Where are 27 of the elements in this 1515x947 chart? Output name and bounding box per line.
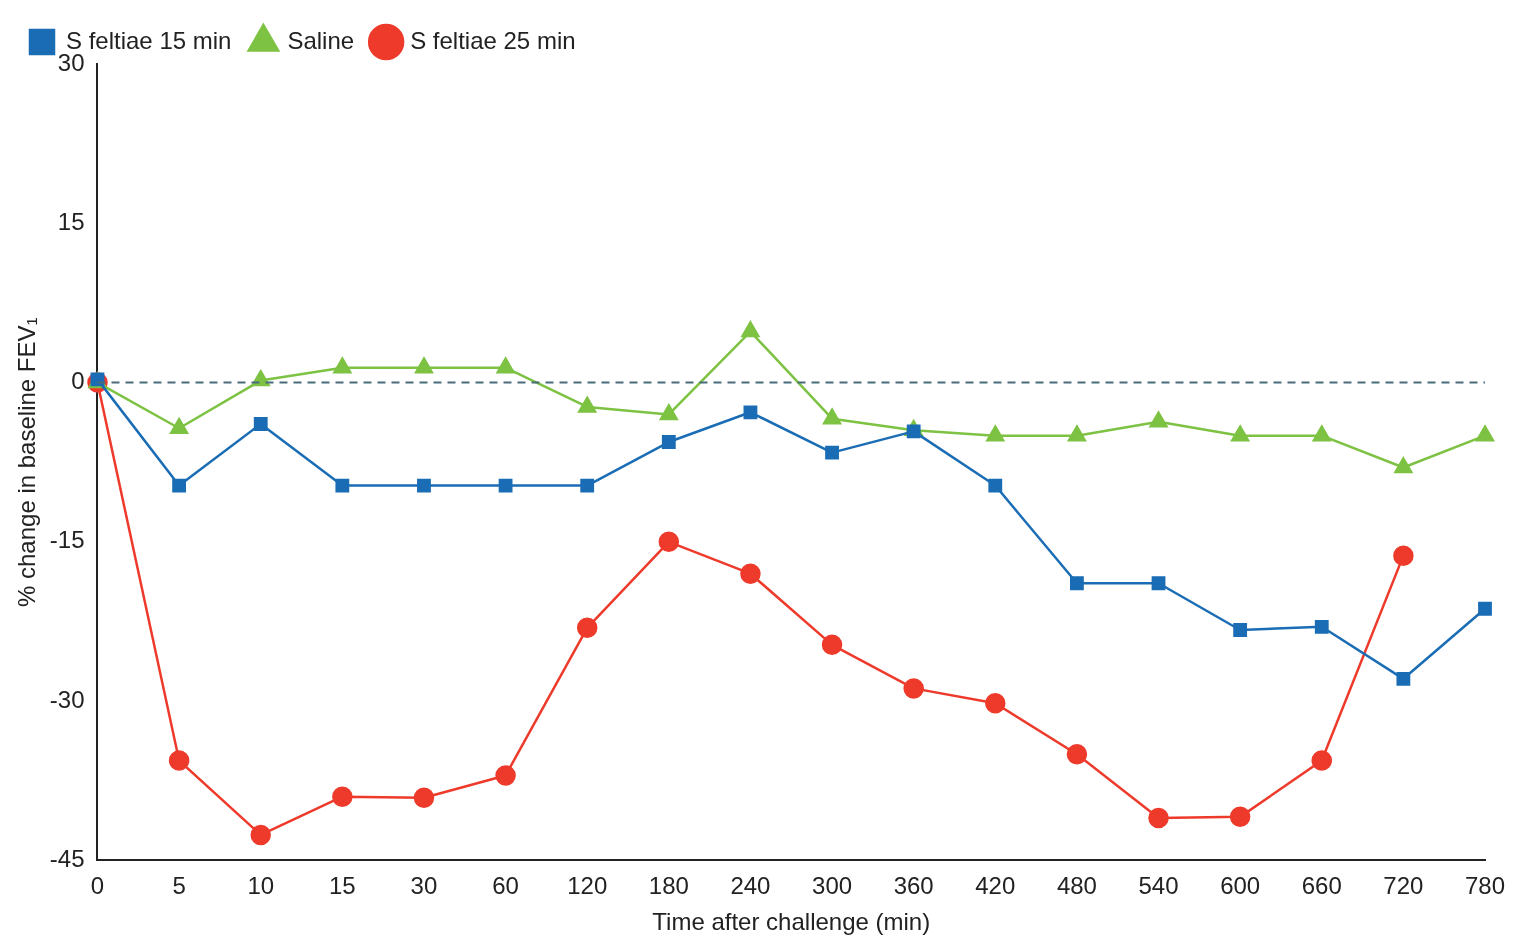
y-tick-label: -15 — [49, 526, 85, 554]
x-tick-label: 540 — [1138, 872, 1179, 900]
x-tick-label: 660 — [1301, 872, 1342, 900]
y-tick-label: 15 — [57, 207, 85, 235]
y-tick-label: -30 — [49, 685, 85, 713]
x-tick-label: 30 — [410, 872, 438, 900]
y-tick-label: -45 — [49, 845, 85, 873]
x-tick-label: 120 — [567, 872, 608, 900]
x-tick-label: 180 — [648, 872, 689, 900]
x-tick-label: 5 — [172, 872, 186, 900]
x-tick-label: 780 — [1464, 872, 1506, 900]
x-tick-label: 360 — [893, 872, 934, 900]
x-tick-label: 10 — [247, 872, 275, 900]
legend-label: S feltiae 25 min — [410, 26, 576, 54]
x-tick-label: 480 — [1056, 872, 1097, 900]
x-tick-label: 240 — [730, 872, 771, 900]
x-tick-label: 0 — [90, 872, 105, 900]
x-tick-label: 420 — [975, 872, 1016, 900]
x-tick-label: 300 — [812, 872, 853, 900]
x-axis-title: Time after challenge (min) — [652, 908, 931, 936]
legend-label: Saline — [287, 26, 355, 54]
y-axis-title: % change in baseline FEV₁ — [13, 317, 41, 607]
x-tick-label: 720 — [1383, 872, 1424, 900]
x-tick-label: 600 — [1220, 872, 1261, 900]
x-tick-label: 60 — [492, 872, 519, 900]
x-tick-label: 15 — [328, 872, 356, 900]
y-tick-label: 0 — [71, 367, 85, 395]
